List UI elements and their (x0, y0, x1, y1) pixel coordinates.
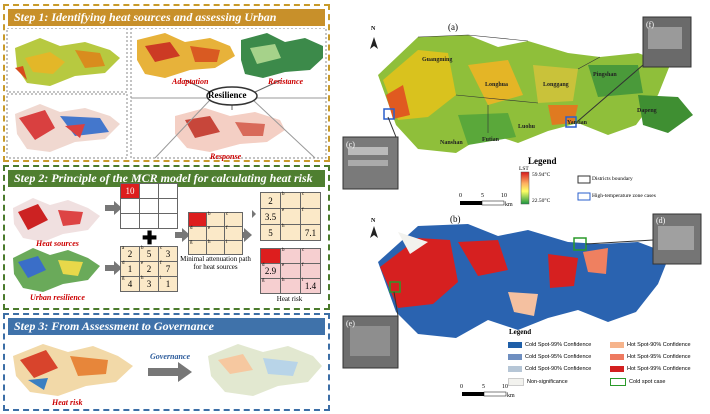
step3-banner: Step 3: From Assessment to Governance (8, 318, 325, 335)
step3-panel (3, 313, 330, 411)
legend-swatch (508, 342, 522, 348)
response-label: Response (210, 152, 242, 161)
scale-b-5: 5 (482, 384, 485, 390)
legend-b-item: Cold Spot-99% Confidence (508, 342, 591, 348)
legend-swatch (610, 342, 624, 348)
lst-label: LST (519, 166, 529, 172)
heat-risk-grid-label: Heat risk (276, 295, 303, 303)
legend-b-item: Cold Spot-95% Confidence (508, 354, 591, 360)
step2-arrows (105, 201, 256, 275)
legend-swatch (610, 378, 626, 386)
legend-swatch (508, 354, 522, 360)
district-pingshan: Pingshan (593, 72, 617, 78)
legend-swatch (508, 366, 522, 372)
lst-high: 59.94°C (532, 172, 551, 178)
panel-label-d: (d) (656, 216, 666, 225)
accumulated-grid: 2 b c 3.5 e f 5 h 7.1 (260, 192, 321, 241)
step1-panel (3, 4, 330, 162)
step2-banner: Step 2: Principle of the MCR model for c… (8, 170, 325, 187)
step2-maps (13, 198, 100, 292)
lst-map (342, 16, 693, 206)
district-dapeng: Dapeng (637, 108, 657, 114)
adaptation-label: Adaptation (172, 77, 209, 86)
governance-label: Governance (150, 352, 190, 361)
legend-b-item: Non-significance (508, 378, 568, 386)
panel-label-f: (f) (646, 20, 654, 29)
scale-a-unit: km (505, 202, 513, 208)
legend-b-title: Legend (509, 328, 532, 336)
legend-swatch (610, 354, 624, 360)
lst-low: 22.50°C (532, 198, 551, 204)
scale-a-10: 10 (501, 193, 507, 199)
legend-b-item: Cold spot case (610, 378, 665, 386)
step2-panel (3, 165, 330, 310)
district-longhua: Longhua (485, 82, 509, 88)
legend-b-item: Hot Spot-99% Confidence (610, 366, 691, 372)
step3-heat-risk-label: Heat risk (52, 398, 83, 407)
panel-label-c: (c) (346, 140, 355, 149)
urban-resilience-label: Urban resilience (30, 293, 85, 302)
district-futian: Futian (482, 137, 500, 143)
step1-graphics (6, 28, 327, 159)
path-grid: b c d e f g h i (188, 212, 243, 255)
step1-banner: Step 1: Identifying heat sources and ass… (8, 9, 325, 41)
heat-sources-label: Heat sources (36, 239, 79, 248)
legend-swatch (508, 378, 524, 386)
north-label-a: N (371, 26, 376, 32)
district-yantian: Yantian (567, 120, 588, 126)
min-path-label: Minimal attenuation path for heat source… (180, 255, 251, 271)
heat-source-cell: 10 (121, 184, 139, 198)
hotspot-map (342, 213, 702, 397)
step3-maps (13, 344, 322, 396)
north-label-b: N (371, 218, 376, 224)
legend-a-title: Legend (528, 156, 557, 166)
panel-label-b: (b) (450, 214, 461, 224)
legend-b-item: Cold Spot-90% Confidence (508, 366, 591, 372)
scale-a-5: 5 (481, 193, 484, 199)
panel-label-a: (a) (448, 22, 458, 32)
district-luohu: Luohu (518, 124, 536, 130)
scale-b-0: 0 (460, 384, 463, 390)
district-nanshan: Nanshan (440, 140, 463, 146)
scale-a-0: 0 (459, 193, 462, 199)
resilience-label: Resilience (208, 90, 247, 100)
district-guangming: Guangming (422, 57, 453, 63)
districts-boundary-label: Districts boundary (592, 176, 633, 182)
legend-swatch (610, 366, 624, 372)
scale-b-unit: km (507, 393, 515, 399)
legend-b-item: Hot Spot-90% Confidence (610, 342, 691, 348)
plus-sign: ✚ (142, 228, 158, 248)
legend-b-item: Hot Spot-95% Confidence (610, 354, 691, 360)
resistance-label: Resistance (268, 77, 304, 86)
scale-b-10: 10 (502, 384, 508, 390)
district-longgang: Longgang (543, 82, 569, 88)
heat-source-grid: 10 (120, 183, 178, 229)
heat-risk-grid: b c d 2.9 e f g h i 1.4 (260, 248, 321, 294)
panel-label-e: (e) (346, 319, 355, 328)
high-temp-label: High-temperature zone cases (592, 193, 656, 199)
